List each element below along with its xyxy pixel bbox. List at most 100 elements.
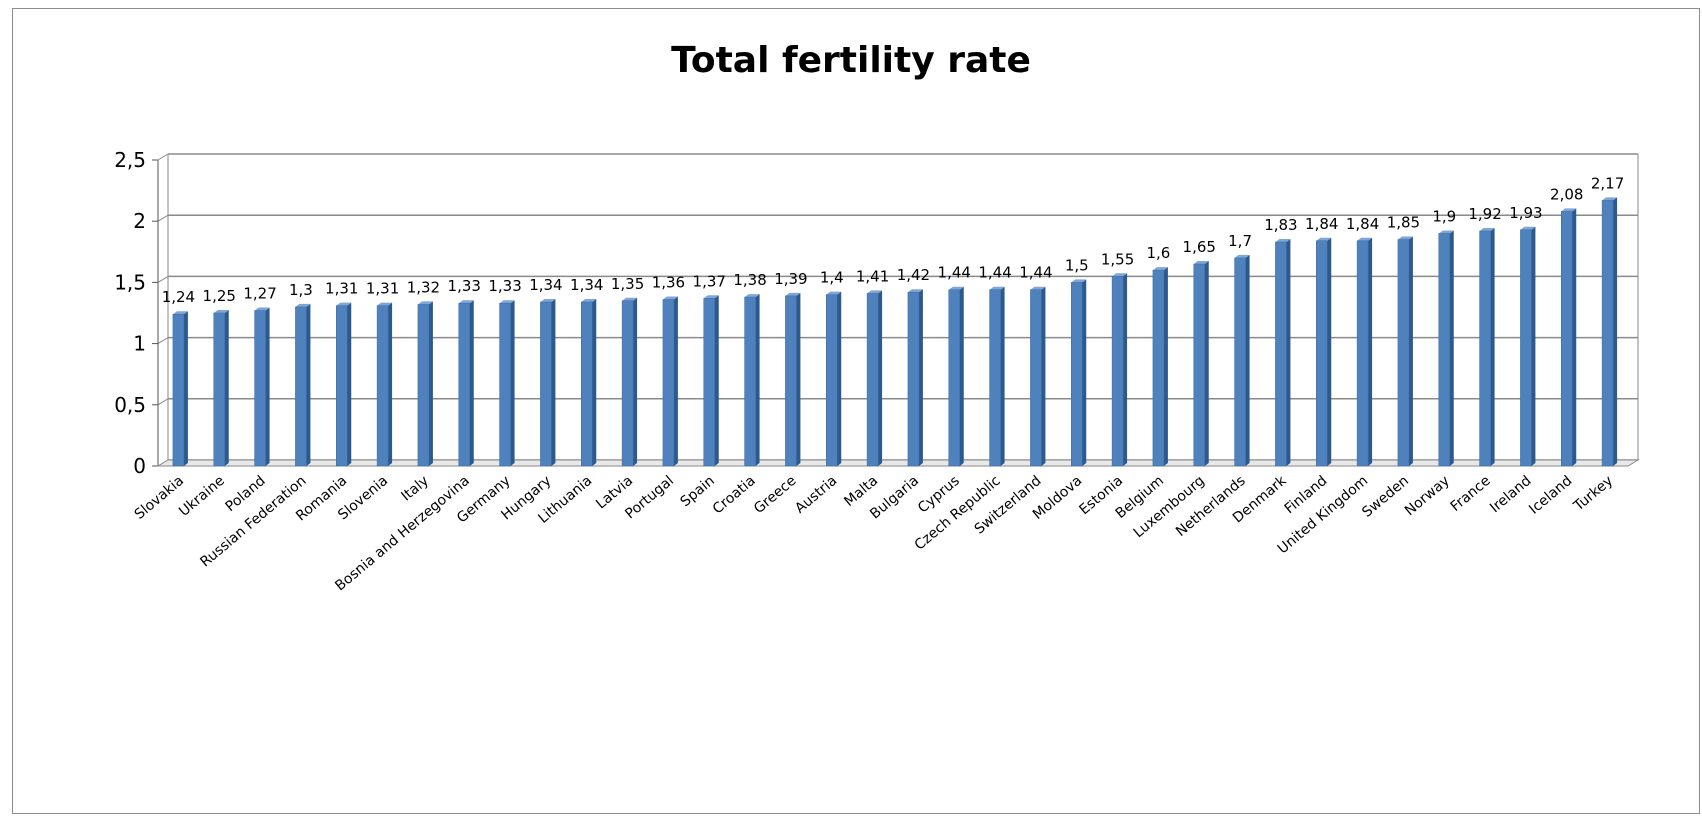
- bar-top: [907, 289, 923, 293]
- x-tick-label: France: [1448, 473, 1494, 515]
- bar-top: [581, 298, 597, 302]
- bar-side: [428, 301, 433, 466]
- data-label: 1,6: [1146, 244, 1170, 262]
- data-label: 1,31: [366, 280, 399, 298]
- data-label: 1,44: [978, 264, 1011, 282]
- bar-top: [499, 300, 515, 304]
- data-label: 1,84: [1346, 215, 1379, 233]
- x-tick-label: Turkey: [1570, 473, 1616, 515]
- bar: [1520, 229, 1532, 467]
- data-label: 1,35: [611, 275, 644, 293]
- bar: [907, 291, 920, 467]
- bar-top: [417, 301, 433, 305]
- data-label: 1,55: [1101, 250, 1134, 268]
- bar-top: [703, 295, 719, 299]
- bar-top: [295, 303, 311, 307]
- bar-side: [265, 307, 270, 466]
- gridline-depth: [157, 214, 169, 222]
- data-label: 1,92: [1468, 205, 1501, 223]
- data-label: 1,31: [325, 280, 358, 298]
- bar-top: [1152, 267, 1168, 271]
- bar-side: [918, 289, 923, 466]
- bar-side: [1123, 273, 1128, 466]
- bar-side: [306, 303, 311, 466]
- bar-top: [540, 298, 556, 302]
- bar-side: [796, 292, 801, 466]
- data-label: 1,9: [1432, 207, 1456, 225]
- bar-top: [1030, 286, 1046, 290]
- y-tick-label: 0,5: [114, 393, 146, 417]
- y-tick-label: 2: [133, 209, 146, 233]
- bar: [1561, 211, 1573, 467]
- bar-side: [1531, 226, 1536, 466]
- bar: [744, 296, 756, 467]
- bar-top: [948, 286, 964, 290]
- bar-side: [714, 295, 719, 466]
- bar-side: [673, 296, 678, 466]
- bar-top: [622, 297, 638, 301]
- bar-side: [1163, 267, 1168, 466]
- bar-side: [1408, 236, 1413, 466]
- bar-top: [867, 290, 883, 294]
- data-label: 1,36: [652, 274, 685, 292]
- bar-side: [1490, 227, 1495, 466]
- data-label: 1,5: [1065, 256, 1089, 274]
- data-label: 1,38: [733, 271, 766, 289]
- bar-side: [633, 297, 638, 466]
- bar-side: [959, 286, 964, 466]
- bar-top: [1234, 254, 1250, 258]
- bar-top: [1275, 239, 1291, 243]
- bar: [785, 295, 797, 467]
- bar-top: [1479, 227, 1495, 231]
- bar-top: [662, 296, 678, 300]
- bar-side: [551, 298, 556, 466]
- chart-title: Total fertility rate: [671, 40, 1031, 81]
- bar: [213, 312, 225, 467]
- data-label: 1,34: [570, 276, 603, 294]
- bar-side: [1000, 286, 1005, 466]
- bar: [1601, 200, 1614, 467]
- bar: [1275, 241, 1287, 467]
- bar: [540, 301, 552, 467]
- bar-side: [183, 311, 188, 466]
- bar: [703, 298, 715, 467]
- data-label: 1,85: [1387, 214, 1420, 232]
- bar-top: [254, 307, 270, 311]
- bar-top: [1112, 273, 1128, 277]
- data-label: 2,17: [1591, 174, 1624, 192]
- y-tick-label: 1: [133, 332, 146, 356]
- bar: [826, 294, 838, 467]
- data-label: 1,4: [820, 269, 844, 287]
- data-label: 1,37: [693, 272, 726, 290]
- bar: [662, 299, 675, 467]
- bar-top: [1071, 279, 1087, 283]
- bar-side: [469, 300, 474, 466]
- y-tick-label: 2,5: [114, 148, 146, 172]
- y-tick-label: 1,5: [114, 270, 146, 294]
- data-label: 1,34: [529, 276, 562, 294]
- data-label: 1,41: [856, 267, 889, 285]
- data-label: 1,33: [488, 277, 521, 295]
- bar-side: [1368, 237, 1373, 466]
- bar-side: [1204, 261, 1209, 466]
- x-tick-label: Ireland: [1487, 473, 1534, 516]
- bar: [1030, 289, 1042, 467]
- data-label: 1,25: [203, 287, 236, 305]
- bar: [336, 305, 348, 467]
- bar: [1316, 240, 1328, 467]
- floor: [156, 459, 1640, 467]
- data-label: 1,27: [243, 285, 276, 303]
- bar-side: [1082, 279, 1087, 466]
- bar-side: [837, 291, 842, 466]
- bar: [581, 301, 593, 467]
- chart-frame: [12, 8, 1700, 814]
- x-tick-label: Croatia: [710, 473, 759, 518]
- bar-top: [1397, 236, 1413, 240]
- bar-side: [510, 300, 515, 466]
- bar: [1152, 269, 1165, 467]
- bar: [1234, 257, 1246, 467]
- bar-side: [1613, 197, 1618, 466]
- data-label: 1,39: [774, 270, 807, 288]
- x-tick-label: Sweden: [1359, 473, 1412, 521]
